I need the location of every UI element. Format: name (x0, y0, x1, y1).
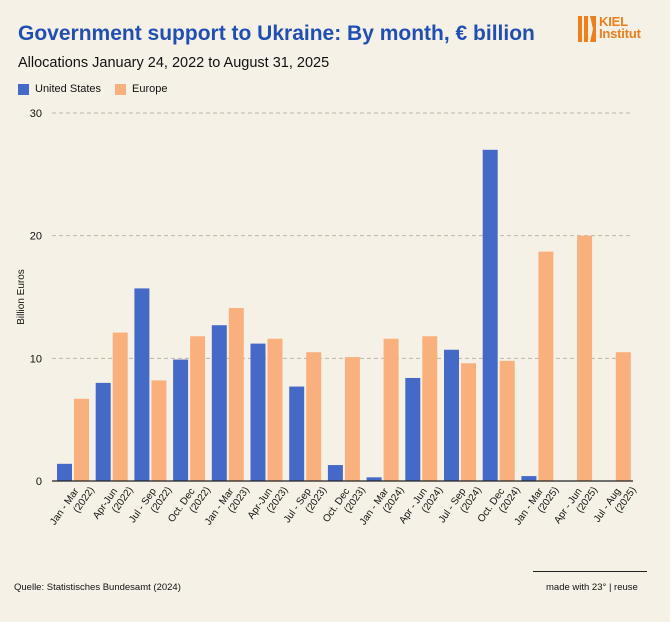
bar-us-11 (482, 149, 498, 482)
y-tick-label-0: 0 (36, 476, 42, 488)
x-tick-label-2: Jul - Sep(2022) (127, 478, 174, 532)
bar-us-1 (95, 382, 111, 481)
bar-us-0 (57, 463, 72, 481)
x-tick-label-0: Jan - Mar(2022) (48, 478, 97, 534)
bars (57, 149, 631, 482)
x-tick-label-6: Jul - Sep(2023) (282, 478, 329, 532)
kiel-institut-logo[interactable]: KIEL Institut (578, 14, 641, 42)
bar-us-3 (173, 359, 189, 481)
bar-europe-3 (190, 336, 206, 481)
bar-us-2 (134, 288, 150, 481)
y-axis-label: Billion Euros (16, 269, 27, 325)
x-tick-label-12: Jan - Mar(2025) (513, 478, 562, 534)
bar-us-4 (211, 325, 227, 481)
x-tick-label-14: Jul - Aug(2025) (592, 478, 639, 531)
bar-us-6 (289, 386, 305, 481)
logo-line1: KIEL (599, 14, 628, 29)
source-note: Quelle: Statistisches Bundesamt (2024) (14, 582, 181, 593)
bar-europe-14 (615, 352, 631, 481)
credit-link[interactable]: made with 23° | reuse (546, 582, 638, 593)
bar-europe-12 (538, 251, 554, 481)
x-tick-label-10: Jul - Sep(2024) (437, 478, 484, 532)
bar-europe-8 (383, 338, 399, 481)
bar-europe-7 (344, 357, 360, 481)
legend-swatch-us (18, 83, 29, 95)
x-tick-label-9: Apr - Jun(2024) (397, 478, 445, 533)
legend-item-us[interactable]: United States (18, 83, 101, 95)
bar-europe-11 (499, 360, 515, 481)
bar-europe-13 (577, 235, 593, 481)
bar-europe-5 (267, 338, 283, 481)
x-tick-label-8: Jan - Mar(2024) (358, 478, 407, 534)
legend-label-europe: Europe (132, 83, 168, 95)
legend-item-europe[interactable]: Europe (115, 83, 168, 95)
bar-us-12 (521, 476, 537, 481)
bar-us-7 (327, 465, 343, 481)
bar-us-10 (444, 349, 459, 481)
bar-europe-10 (461, 363, 476, 481)
bar-europe-6 (306, 352, 322, 481)
bar-us-8 (366, 477, 382, 481)
chart-subtitle: Allocations January 24, 2022 to August 3… (18, 55, 330, 71)
x-tick-label-13: Apr - Jun(2025) (552, 478, 600, 533)
footer-divider (533, 571, 647, 572)
bar-europe-9 (422, 336, 438, 481)
bar-europe-2 (151, 380, 167, 481)
bar-us-9 (405, 377, 421, 481)
legend-label-us: United States (35, 83, 102, 95)
bar-europe-0 (74, 398, 89, 481)
logo-line2: Institut (599, 26, 641, 41)
kiel-logo-icon (578, 16, 596, 42)
y-tick-label-30: 30 (30, 108, 42, 120)
x-tick-label-4: Jan - Mar(2023) (203, 478, 252, 534)
legend-swatch-europe (115, 83, 127, 95)
bar-us-5 (250, 343, 266, 481)
y-tick-label-10: 10 (30, 353, 42, 365)
grid-lines (52, 112, 633, 359)
bar-europe-4 (228, 308, 244, 481)
bar-europe-1 (112, 332, 128, 481)
y-tick-label-20: 20 (30, 231, 42, 243)
chart-title: Government support to Ukraine: By month,… (18, 22, 535, 45)
legend: United States Europe (18, 83, 182, 95)
logo-text: KIEL Institut (599, 14, 641, 41)
